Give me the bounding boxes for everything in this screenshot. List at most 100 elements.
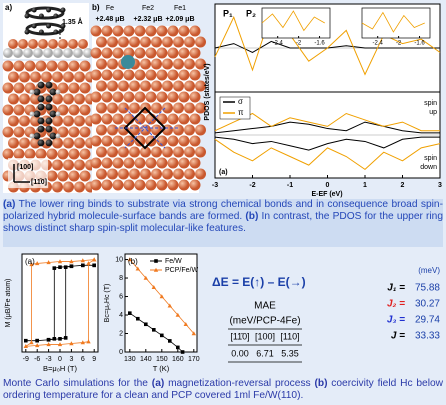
annotation: 1.35 Å: [62, 17, 83, 26]
atom: [151, 37, 162, 48]
atom: [34, 89, 41, 96]
atom: [173, 81, 184, 92]
atom: [179, 48, 190, 59]
atom: [52, 182, 63, 193]
atom: [38, 82, 45, 89]
marker: [92, 264, 96, 268]
atom: [8, 138, 19, 149]
x-tick-label: -1.6: [314, 41, 325, 47]
coupling-value: 75.88: [415, 283, 440, 294]
atom: [157, 48, 168, 59]
atom: [91, 114, 102, 125]
atom: [38, 95, 45, 102]
atom: [80, 105, 91, 116]
atom: [47, 171, 58, 182]
annotation: spin: [424, 100, 437, 107]
atom: [190, 26, 201, 37]
atom: [173, 169, 184, 180]
atom: [61, 8, 66, 13]
atom: [33, 48, 43, 58]
atom: [25, 30, 30, 35]
atom: [38, 39, 48, 49]
atom: [3, 127, 14, 138]
x-tick-label: 2: [401, 182, 405, 189]
atom: [179, 180, 190, 191]
atom: [107, 125, 118, 136]
legend-label: Fe/W: [165, 258, 182, 265]
atom: [162, 147, 173, 158]
atom: [129, 103, 140, 114]
atom: [190, 48, 201, 59]
atom: [41, 72, 52, 83]
atom: [107, 147, 118, 158]
atom: [135, 26, 146, 37]
atom: [96, 147, 107, 158]
atom: [140, 81, 151, 92]
moment-label: +2.09 μB: [166, 16, 195, 23]
x-tick-label: 9: [92, 356, 96, 363]
axis-label: M (μB/Fe atom): [5, 279, 12, 328]
atom: [168, 92, 179, 103]
atom: [190, 114, 201, 125]
atom: [102, 70, 113, 81]
atom: [96, 59, 107, 70]
atom: [96, 37, 107, 48]
atom: [69, 149, 80, 160]
atom: [146, 180, 157, 191]
atom: [58, 39, 68, 49]
atom: [168, 114, 179, 125]
atom: [14, 83, 25, 94]
table-title: MAE: [254, 301, 276, 312]
axis-label: E-EF (eV): [311, 191, 342, 198]
atom: [157, 92, 168, 103]
atom: [151, 103, 162, 114]
atom: [129, 37, 140, 48]
marker: [58, 265, 62, 269]
atom: [173, 37, 184, 48]
peak-label: P₂: [246, 8, 256, 18]
atom: [113, 136, 124, 147]
axis-label: Bc=μ₀Hc (T): [104, 284, 111, 323]
atom: [74, 138, 85, 149]
atom: [113, 26, 124, 37]
legend-label: σ: [238, 97, 243, 106]
atom: [13, 48, 23, 58]
marker: [81, 264, 85, 268]
caption-text: (a): [3, 199, 15, 210]
atom: [46, 95, 53, 102]
atom: [107, 37, 118, 48]
atom: [48, 39, 58, 49]
atom: [3, 48, 13, 58]
atom: [184, 59, 195, 70]
atom: [69, 83, 80, 94]
atom: [168, 158, 179, 169]
atom: [69, 61, 80, 72]
x-tick-label: 160: [172, 356, 184, 363]
atom: [184, 81, 195, 92]
atom: [80, 149, 91, 160]
atom: [168, 26, 179, 37]
atom: [157, 180, 168, 191]
x-tick-label: 150: [156, 356, 168, 363]
atom: [118, 147, 129, 158]
x-tick-label: -6: [34, 356, 40, 363]
atom: [173, 103, 184, 114]
atom: [50, 111, 57, 118]
x-tick-label: -2.4: [373, 41, 384, 47]
atom: [46, 139, 53, 146]
atom: [151, 169, 162, 180]
caption-text: Monte Carlo simulations for the: [3, 378, 152, 389]
atom: [162, 81, 173, 92]
atom: [63, 160, 74, 171]
atom: [121, 55, 135, 69]
atom: [129, 169, 140, 180]
atom: [56, 134, 61, 139]
unit: (meV): [418, 266, 440, 275]
atom: [19, 72, 30, 83]
atom: [28, 39, 38, 49]
x-tick-label: 1: [363, 182, 367, 189]
caption-text: magnetization-reversal process: [164, 378, 314, 389]
marker: [181, 350, 185, 354]
atom: [135, 180, 146, 191]
atom: [80, 127, 91, 138]
